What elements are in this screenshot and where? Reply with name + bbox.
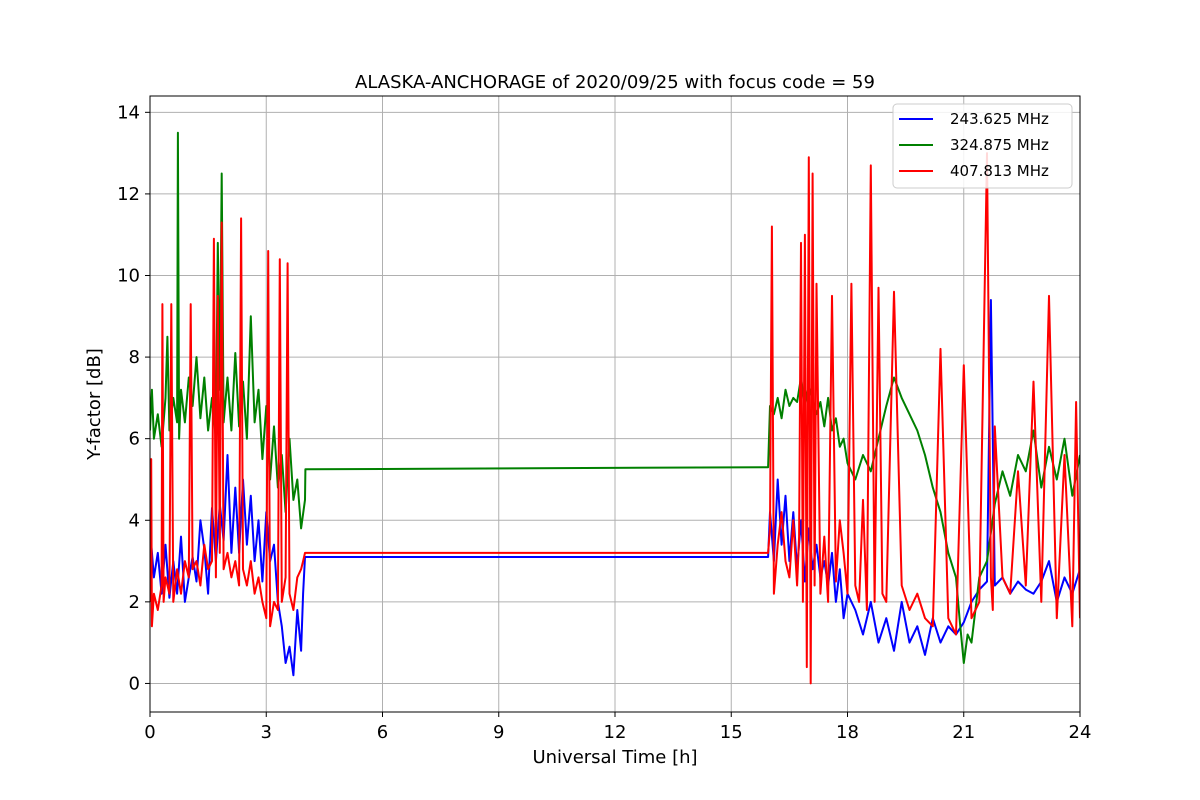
- y-tick-label: 6: [129, 429, 140, 450]
- x-tick-label: 15: [720, 722, 743, 743]
- x-tick-label: 0: [144, 722, 155, 743]
- y-tick-label: 8: [129, 347, 140, 368]
- legend-label-2: 324.875 MHz: [950, 136, 1049, 154]
- y-tick-label: 10: [117, 265, 140, 286]
- x-tick-label: 21: [952, 722, 975, 743]
- x-tick-label: 12: [604, 722, 627, 743]
- y-axis-label: Y-factor [dB]: [84, 348, 105, 461]
- chart-title: ALASKA-ANCHORAGE of 2020/09/25 with focu…: [355, 72, 875, 93]
- legend-box: [892, 103, 1073, 189]
- series-line-1: [150, 299, 1080, 677]
- x-tick-label: 3: [261, 722, 272, 743]
- legend-label-1: 243.625 MHz: [950, 110, 1049, 128]
- y-tick-label: 12: [117, 184, 140, 205]
- x-tick-label: 6: [377, 722, 388, 743]
- series-line-3: [150, 152, 1080, 685]
- x-tick-label: 9: [493, 722, 504, 743]
- y-tick-label: 0: [129, 673, 140, 694]
- y-tick-label: 14: [117, 102, 140, 123]
- legend-label-3: 407.813 MHz: [950, 162, 1049, 180]
- x-tick-label: 24: [1069, 722, 1092, 743]
- y-tick-label: 2: [129, 592, 140, 613]
- x-tick-label: 18: [836, 722, 859, 743]
- y-tick-label: 4: [129, 510, 140, 531]
- series-line-2: [150, 131, 1080, 664]
- legend: 243.625 MHz 324.875 MHz 407.813 MHz: [892, 103, 1073, 189]
- x-axis-label: Universal Time [h]: [532, 747, 697, 768]
- series-layer: [150, 131, 1080, 685]
